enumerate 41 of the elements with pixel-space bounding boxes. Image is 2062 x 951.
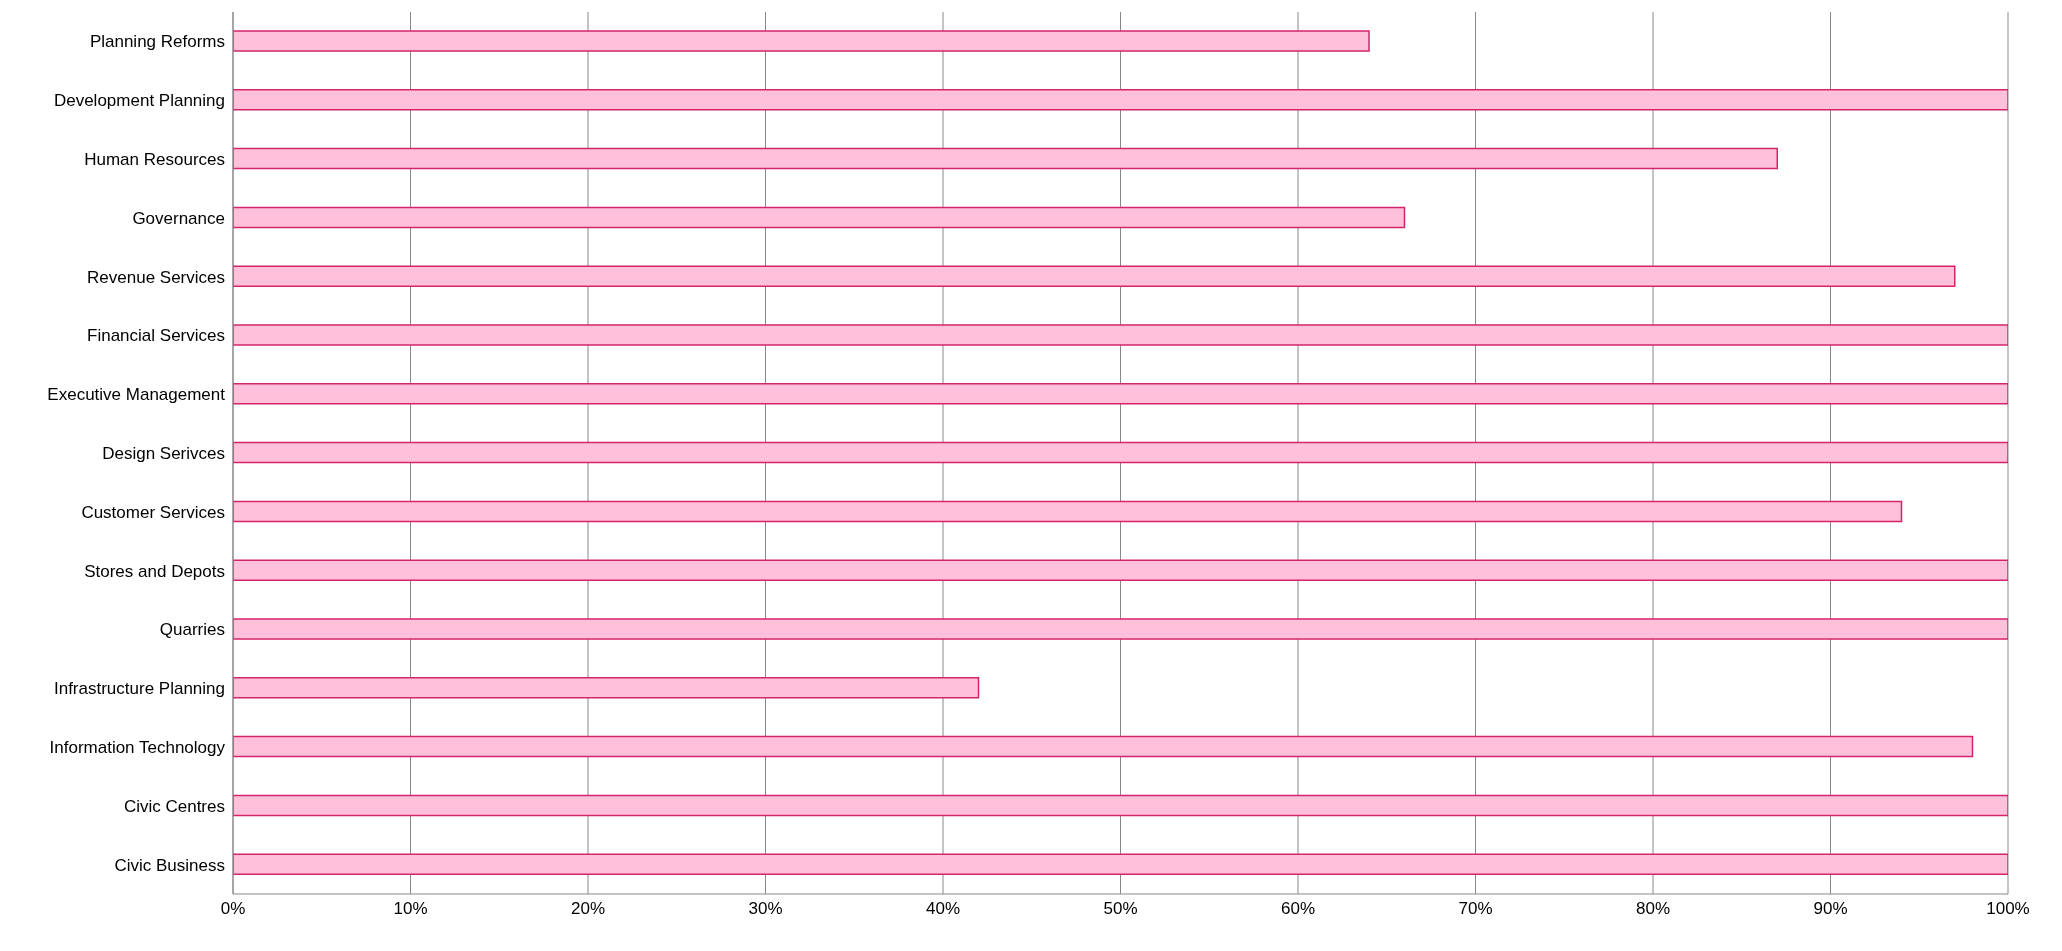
x-tick-label: 70% xyxy=(1458,899,1493,919)
bar xyxy=(233,500,1903,523)
x-tick-label: 50% xyxy=(1103,899,1138,919)
x-tick-label: 90% xyxy=(1813,899,1848,919)
x-tick-label: 0% xyxy=(220,899,246,919)
x-tick-label: 80% xyxy=(1635,899,1671,919)
bar xyxy=(233,441,2008,464)
y-tick-label: Civic Business xyxy=(114,855,225,875)
bar xyxy=(233,206,1406,229)
bar xyxy=(233,559,2008,581)
bar xyxy=(233,265,1956,287)
bar xyxy=(233,147,1778,170)
x-tick-label: 60% xyxy=(1280,899,1316,919)
bar xyxy=(233,735,1974,758)
y-tick-label: Human Resources xyxy=(84,150,225,170)
y-tick-label: Infrastructure Planning xyxy=(53,679,225,699)
x-tick-label: 100% xyxy=(1986,899,2030,919)
y-tick-label: Development Planning xyxy=(53,91,225,111)
y-tick-label: Civic Centres xyxy=(123,796,225,816)
y-tick-label: Financial Services xyxy=(87,326,225,346)
bar xyxy=(233,794,2008,817)
bar xyxy=(233,618,2008,640)
y-tick-label: Executive Management xyxy=(47,385,226,405)
y-tick-label: Revenue Services xyxy=(87,267,225,287)
bar xyxy=(233,324,2008,346)
y-tick-label: Quarries xyxy=(159,620,225,640)
bar xyxy=(233,853,2008,875)
bar xyxy=(233,677,980,699)
bar xyxy=(233,30,1370,52)
y-tick-label: Planning Reforms xyxy=(89,32,225,52)
bar xyxy=(233,89,2008,111)
y-tick-label: Design Serivces xyxy=(102,444,225,464)
y-tick-label: Stores and Depots xyxy=(84,561,225,581)
bar xyxy=(233,383,2008,405)
x-tick-label: 40% xyxy=(925,899,961,919)
y-tick-label: Governance xyxy=(132,208,225,228)
x-tick-label: 20% xyxy=(570,899,606,919)
y-tick-label: Customer Services xyxy=(81,502,225,522)
x-tick-label: 30% xyxy=(748,899,783,919)
y-tick-label: Information Technology xyxy=(49,738,226,758)
x-tick-label: 10% xyxy=(393,899,428,919)
